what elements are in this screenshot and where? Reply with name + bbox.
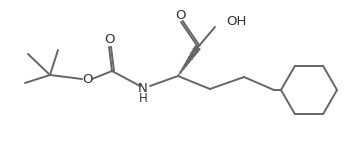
Text: O: O	[104, 32, 114, 45]
Text: H: H	[139, 91, 147, 105]
Text: N: N	[138, 81, 148, 95]
Polygon shape	[178, 45, 201, 76]
Text: O: O	[82, 73, 92, 85]
Text: O: O	[175, 8, 185, 22]
Text: OH: OH	[226, 14, 246, 28]
